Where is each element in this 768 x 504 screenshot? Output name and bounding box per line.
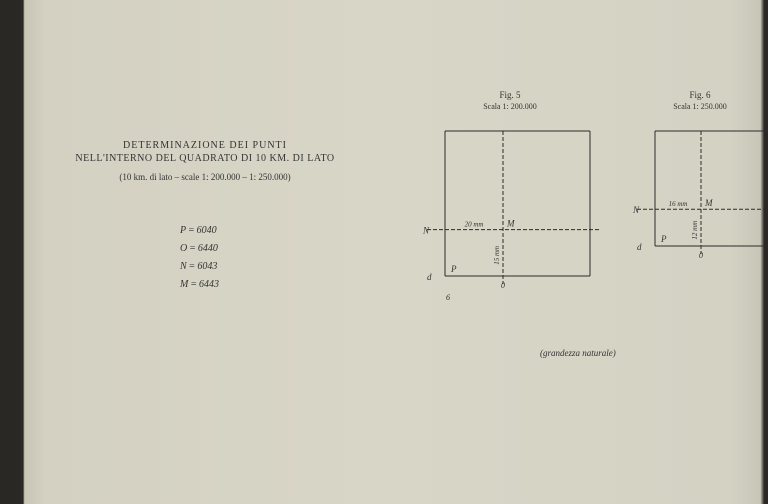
figure-5-title: Fig. 5 — [420, 90, 600, 100]
svg-text:P: P — [450, 264, 457, 274]
page: DETERMINAZIONE DEI PUNTI NELL'INTERNO DE… — [40, 40, 748, 484]
title-line-1: DETERMINAZIONE DEI PUNTI — [60, 140, 350, 151]
value-row: P = 6040 — [180, 222, 350, 240]
svg-text:20 mm: 20 mm — [465, 221, 484, 229]
svg-text:P: P — [660, 234, 667, 244]
svg-text:0: 0 — [501, 281, 505, 290]
svg-text:M: M — [506, 219, 515, 229]
svg-text:16 mm: 16 mm — [669, 200, 688, 208]
value-row: M = 6443 — [180, 276, 350, 294]
svg-text:N: N — [632, 205, 640, 215]
value-row: O = 6440 — [180, 240, 350, 258]
figure-6-title: Fig. 6 — [630, 90, 768, 100]
figure-5: Fig. 5 Scala 1: 200.000 N M Pd 0 6 20 mm 15 mm — [420, 90, 600, 326]
title-line-2: NELL'INTERNO DEL QUADRATO DI 10 KM. DI L… — [60, 153, 350, 164]
figure-6-scale: Scala 1: 250.000 — [630, 102, 768, 111]
svg-text:N: N — [422, 226, 430, 236]
figure-6-svg: N M Pd 0 16 mm 12 mm — [630, 121, 768, 296]
subtitle: (10 km. di lato – scale 1: 200.000 – 1: … — [60, 172, 350, 182]
figure-5-scale: Scala 1: 200.000 — [420, 102, 600, 111]
left-column: DETERMINAZIONE DEI PUNTI NELL'INTERNO DE… — [60, 140, 350, 294]
svg-text:d: d — [427, 272, 432, 282]
svg-text:0: 0 — [699, 251, 703, 260]
svg-text:12 mm: 12 mm — [691, 221, 699, 240]
figure-5-svg: N M Pd 0 6 20 mm 15 mm — [420, 121, 610, 326]
footnote: (grandezza naturale) — [540, 348, 616, 358]
svg-text:M: M — [704, 198, 713, 208]
svg-text:15 mm: 15 mm — [493, 246, 501, 265]
value-list: P = 6040 O = 6440 N = 6043 M = 6443 — [180, 222, 350, 294]
value-row: N = 6043 — [180, 258, 350, 276]
svg-text:d: d — [637, 242, 642, 252]
svg-text:6: 6 — [446, 293, 450, 302]
figure-6: Fig. 6 Scala 1: 250.000 N M Pd 0 16 mm 12 mm — [630, 90, 768, 296]
